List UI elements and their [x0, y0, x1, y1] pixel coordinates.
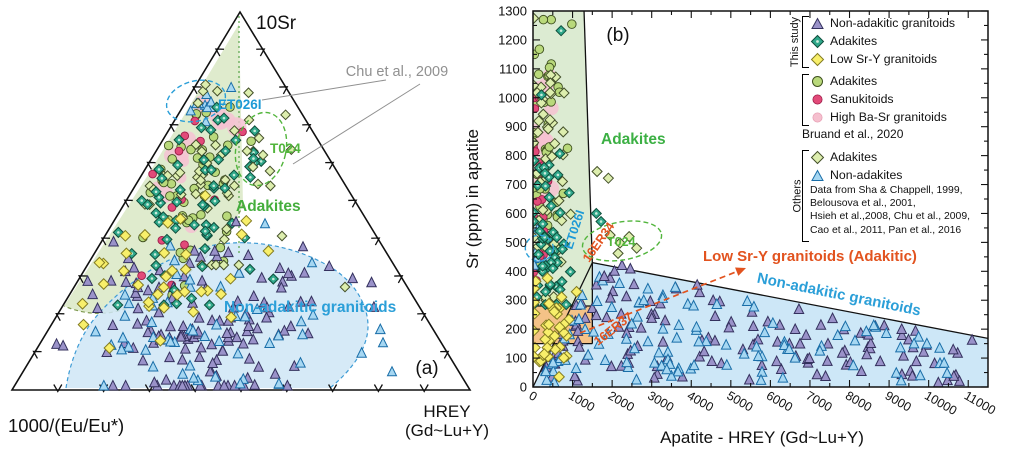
chu-reference-label: Chu et al., 2009 [346, 64, 448, 80]
adakites-field-label-b: Adakites [601, 131, 666, 148]
y-tick-label: 1200 [498, 32, 527, 47]
y-tick-label: 1300 [498, 4, 527, 19]
legend-source-line: Hsieh et al.,2008, Chu et al., 2009, [810, 211, 971, 223]
y-tick-label: 800 [505, 148, 527, 163]
diamond-teal-icon [810, 34, 825, 48]
ternary-bottom-left-label: 1000/(Eu/Eu*) [8, 415, 124, 436]
y-tick-label: 600 [505, 206, 527, 221]
legend-item-label: Low Sr-Y granitoids [830, 52, 938, 66]
legend-source-line: Cao et al., 2011, Pan et al., 2016 [810, 224, 962, 236]
x-tick-label: 7000 [803, 388, 834, 414]
y-tick-label: 700 [505, 177, 527, 192]
x-axis-title: Apatite - HREY (Gd~Lu+Y) [660, 428, 864, 447]
ternary-points [50, 79, 398, 391]
legend-item-label: Adakites [830, 150, 878, 164]
legend-item-label: Adakites [830, 34, 878, 48]
ternary-annotations: 10Sr 1000/(Eu/Eu*) HREY (Gd~Lu+Y) (a) Ch… [8, 13, 489, 440]
legend-source-line: Data from Sha & Chappell, 1999, [810, 185, 963, 196]
non-adakitic-field-label-a: Non-adakitic granitoids [224, 299, 396, 316]
y-tick-label: 0 [520, 380, 527, 395]
panel-a-series-nonadakites-others-outliers [259, 217, 398, 377]
legend-item-sanukitoids: Sanukitoids [810, 90, 947, 108]
triangle-blue-icon [811, 168, 824, 181]
legend-item-label: Non-adakitic granitoids [830, 16, 956, 30]
y-tick-label: 500 [505, 235, 527, 250]
ternary-apex-label: 10Sr [256, 13, 297, 34]
legend-this-study-title: This study [789, 16, 802, 68]
t024-label-a: T024 [270, 141, 301, 156]
x-tick-label: 3000 [645, 388, 676, 414]
x-tick-label: 2000 [606, 388, 637, 414]
legend-bracket [802, 16, 809, 68]
legend-item-adakites-bruand: Adakites [810, 72, 947, 90]
x-tick-label: 5000 [724, 388, 755, 414]
panel-b-series-nonadakitic-outliers [598, 258, 703, 290]
low-sry-label-b: Low Sr-Y granitoids (Adakitic) [703, 248, 917, 265]
diamond-yellow-icon [810, 52, 825, 66]
y-tick-label: 1100 [499, 61, 527, 76]
legend-bracket [802, 74, 809, 126]
panel-b-series-adakites-this-study-outliers [555, 24, 607, 228]
panel-b-series-nonadakites-others [539, 270, 953, 387]
x-tick-label: 8000 [843, 388, 874, 414]
y-axis-title: Sr (ppm) in apatite [463, 129, 482, 269]
legend-item-label: Adakites [830, 74, 878, 88]
y-tick-label: 200 [505, 322, 527, 337]
legend-item-nonadakitic-granitoids: Non-adakitic granitoids [810, 14, 955, 32]
legend-item-high-basr-granitoids: High Ba-Sr granitoids [810, 108, 947, 126]
legend-item-low-sry-granitoids: Low Sr-Y granitoids [810, 50, 955, 68]
x-tick-label: 6000 [764, 388, 795, 414]
panel-b-series-low-sry [533, 272, 583, 383]
panel-b-tag: (b) [606, 25, 629, 46]
legend-item-label: Sanukitoids [830, 92, 894, 106]
circle-crimson-icon [812, 94, 823, 104]
ternary-bottom-right-label-line2: (Gd~Lu+Y) [405, 421, 489, 440]
x-tick-label: 4000 [685, 388, 716, 414]
y-tick-label: 100 [505, 351, 527, 366]
scatter-annotation-ellipses [524, 220, 747, 334]
adakites-field-label-a: Adakites [236, 198, 301, 215]
legend-bracket [802, 150, 809, 242]
panel-a-series-low-sry [76, 189, 275, 354]
diamond-palegreen-icon [810, 150, 825, 164]
x-tick-label: 9000 [883, 388, 914, 414]
legend-item-nonadakites-others: Non-adakites [810, 166, 970, 184]
ternary-bottom-right-label-line1: HREY [423, 402, 470, 421]
t024-label-b: T024 [607, 235, 636, 249]
legend-source-line: Belousova et al., 2001, [810, 198, 916, 210]
circle-pink-icon [812, 112, 823, 122]
panel-a-tag: (a) [415, 358, 438, 379]
circle-green-icon [812, 75, 823, 87]
x-tick-label: 10000 [922, 388, 959, 418]
legend-item-label: High Ba-Sr granitoids [830, 110, 947, 124]
y-tick-label: 300 [505, 293, 527, 308]
legend-bruand-title: Bruand et al., 2020 [802, 127, 904, 141]
et026i-label-a: ET026I [218, 97, 262, 112]
legend-item-adakites-this-study: Adakites [810, 32, 955, 50]
scatter-frame [532, 10, 989, 388]
legend-item-label: Non-adakites [830, 168, 903, 182]
legend-item-adakites-others: Adakites [810, 148, 970, 166]
panel-b-series-t024-adakites [591, 165, 643, 260]
x-tick-label: 0 [527, 388, 540, 404]
y-tick-label: 900 [505, 119, 527, 134]
x-tick-label: 1000 [566, 388, 597, 414]
panel-a-series-nonadakitic-outliers [230, 215, 309, 252]
triangle-purple-icon [811, 16, 824, 29]
scatter-points [533, 12, 978, 387]
x-tick-label: 11000 [962, 388, 998, 417]
panel-a-series-bruand-adakites [138, 102, 256, 300]
panel-a-series-t024-adakites [241, 114, 351, 293]
y-tick-label: 1000 [498, 90, 527, 105]
y-tick-label: 400 [505, 264, 527, 279]
